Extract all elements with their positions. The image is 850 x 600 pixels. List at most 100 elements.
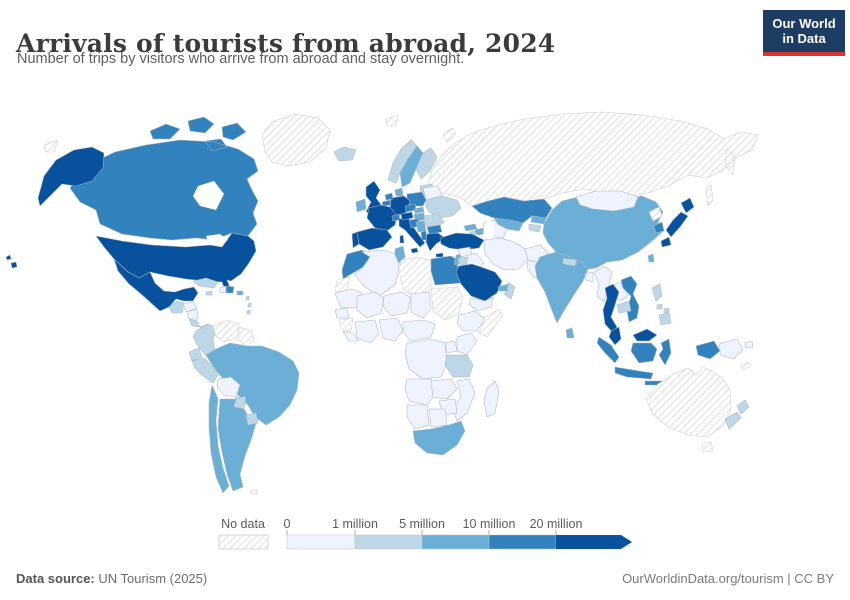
- country-honduras[interactable]: [182, 301, 198, 313]
- country-dominican-republic[interactable]: [226, 285, 235, 294]
- country-cameroon[interactable]: [402, 319, 436, 342]
- country-costa-rica[interactable]: [188, 318, 201, 328]
- country-puerto-rico[interactable]: [236, 290, 244, 296]
- country-guatemala[interactable]: [168, 300, 185, 314]
- country-mali[interactable]: [356, 291, 385, 319]
- country-finland[interactable]: [415, 147, 438, 180]
- country-south-africa[interactable]: [412, 420, 466, 456]
- country-svalbard[interactable]: [385, 114, 399, 127]
- country-taiwan[interactable]: [647, 253, 655, 263]
- country-cambodia[interactable]: [616, 300, 632, 314]
- country-india[interactable]: [534, 251, 589, 324]
- country-mexico[interactable]: [113, 258, 199, 312]
- country-ethiopia[interactable]: [456, 310, 486, 332]
- country-sri-lanka[interactable]: [565, 327, 575, 339]
- legend-bin-2[interactable]: [421, 534, 490, 550]
- country-france[interactable]: [366, 204, 398, 232]
- country-venezuela[interactable]: [212, 319, 240, 343]
- country-caribbean-islands[interactable]: [245, 295, 252, 315]
- country-nicaragua[interactable]: [186, 308, 199, 320]
- country-myanmar[interactable]: [593, 265, 613, 303]
- country-israel[interactable]: [453, 256, 460, 267]
- legend-bin-0[interactable]: [286, 534, 356, 550]
- country-ukraine[interactable]: [425, 195, 462, 219]
- country-south-korea[interactable]: [653, 221, 665, 234]
- country-mozambique[interactable]: [452, 378, 476, 422]
- country-japan[interactable]: [660, 197, 695, 248]
- country-georgia[interactable]: [463, 223, 478, 232]
- country-belgium[interactable]: [381, 199, 392, 207]
- country-slovakia[interactable]: [413, 206, 425, 214]
- country-guinea[interactable]: [338, 317, 354, 332]
- country-denmark[interactable]: [394, 187, 404, 197]
- country-greece[interactable]: [425, 232, 446, 258]
- country-russia[interactable]: [43, 111, 759, 207]
- country-zambia[interactable]: [430, 378, 458, 400]
- country-new-caledonia[interactable]: [740, 361, 752, 371]
- country-ecuador[interactable]: [188, 347, 203, 362]
- country-libya[interactable]: [398, 256, 432, 298]
- country-philippines[interactable]: [651, 283, 672, 326]
- country-morocco[interactable]: [341, 249, 371, 280]
- country-peru[interactable]: [191, 357, 219, 384]
- country-bangladesh[interactable]: [584, 271, 594, 283]
- country-papua-new-guinea[interactable]: [718, 338, 754, 360]
- country-uruguay[interactable]: [245, 412, 259, 426]
- country-niger[interactable]: [382, 291, 412, 317]
- country-turkey[interactable]: [439, 232, 485, 251]
- country-thailand[interactable]: [602, 283, 620, 334]
- country-usa[interactable]: [95, 232, 257, 294]
- country-uganda[interactable]: [444, 340, 458, 354]
- legend-bin-1[interactable]: [354, 534, 423, 550]
- country-somalia[interactable]: [478, 308, 504, 338]
- country-north-korea[interactable]: [648, 206, 663, 222]
- country-chad[interactable]: [410, 291, 432, 319]
- country-austria[interactable]: [400, 211, 414, 221]
- country-indonesia[interactable]: [596, 336, 721, 386]
- country-malaysia[interactable]: [608, 326, 658, 346]
- country-nepal[interactable]: [562, 257, 578, 267]
- legend-bin-4[interactable]: [556, 535, 632, 549]
- country-albania[interactable]: [420, 230, 428, 241]
- country-cuba[interactable]: [192, 277, 219, 289]
- owid-logo[interactable]: Our World in Data: [763, 10, 845, 56]
- country-bulgaria[interactable]: [426, 224, 443, 235]
- country-greenland[interactable]: [261, 113, 331, 167]
- country-chile[interactable]: [208, 384, 230, 494]
- legend-no-data-swatch[interactable]: [218, 534, 269, 550]
- country-guyana[interactable]: [238, 326, 255, 348]
- footer-link[interactable]: OurWorldinData.org/tourism | CC BY: [622, 571, 834, 586]
- country-portugal[interactable]: [351, 231, 360, 249]
- country-serbia[interactable]: [415, 220, 427, 233]
- country-saudi-arabia[interactable]: [455, 263, 503, 302]
- country-oman[interactable]: [503, 281, 516, 300]
- country-usa-hawaii[interactable]: [5, 254, 18, 269]
- country-haiti[interactable]: [219, 285, 227, 294]
- country-botswana[interactable]: [428, 408, 448, 428]
- country-sierra-leone[interactable]: [342, 330, 360, 342]
- country-ghana[interactable]: [354, 319, 380, 344]
- country-australia[interactable]: [645, 366, 732, 453]
- country-poland[interactable]: [406, 191, 427, 207]
- country-kenya[interactable]: [456, 332, 478, 356]
- country-jamaica[interactable]: [205, 290, 213, 296]
- country-namibia[interactable]: [406, 404, 430, 430]
- country-tanzania[interactable]: [444, 354, 474, 378]
- country-mongolia[interactable]: [575, 190, 639, 212]
- country-argentina[interactable]: [217, 398, 257, 492]
- country-falkland-islands[interactable]: [250, 489, 258, 495]
- country-yemen[interactable]: [468, 296, 494, 312]
- country-united-arab-emirates[interactable]: [497, 283, 509, 292]
- country-vietnam[interactable]: [620, 275, 640, 323]
- legend-bin-3[interactable]: [488, 534, 557, 550]
- country-dr-congo[interactable]: [404, 338, 448, 380]
- country-nigeria[interactable]: [378, 317, 404, 342]
- country-iran[interactable]: [483, 237, 529, 271]
- country-tajikistan[interactable]: [528, 223, 542, 233]
- country-iceland[interactable]: [333, 146, 357, 162]
- country-spain[interactable]: [356, 227, 393, 251]
- country-new-zealand[interactable]: [724, 399, 750, 430]
- country-angola[interactable]: [404, 378, 436, 406]
- country-senegal[interactable]: [334, 307, 350, 319]
- country-sudan[interactable]: [430, 286, 464, 321]
